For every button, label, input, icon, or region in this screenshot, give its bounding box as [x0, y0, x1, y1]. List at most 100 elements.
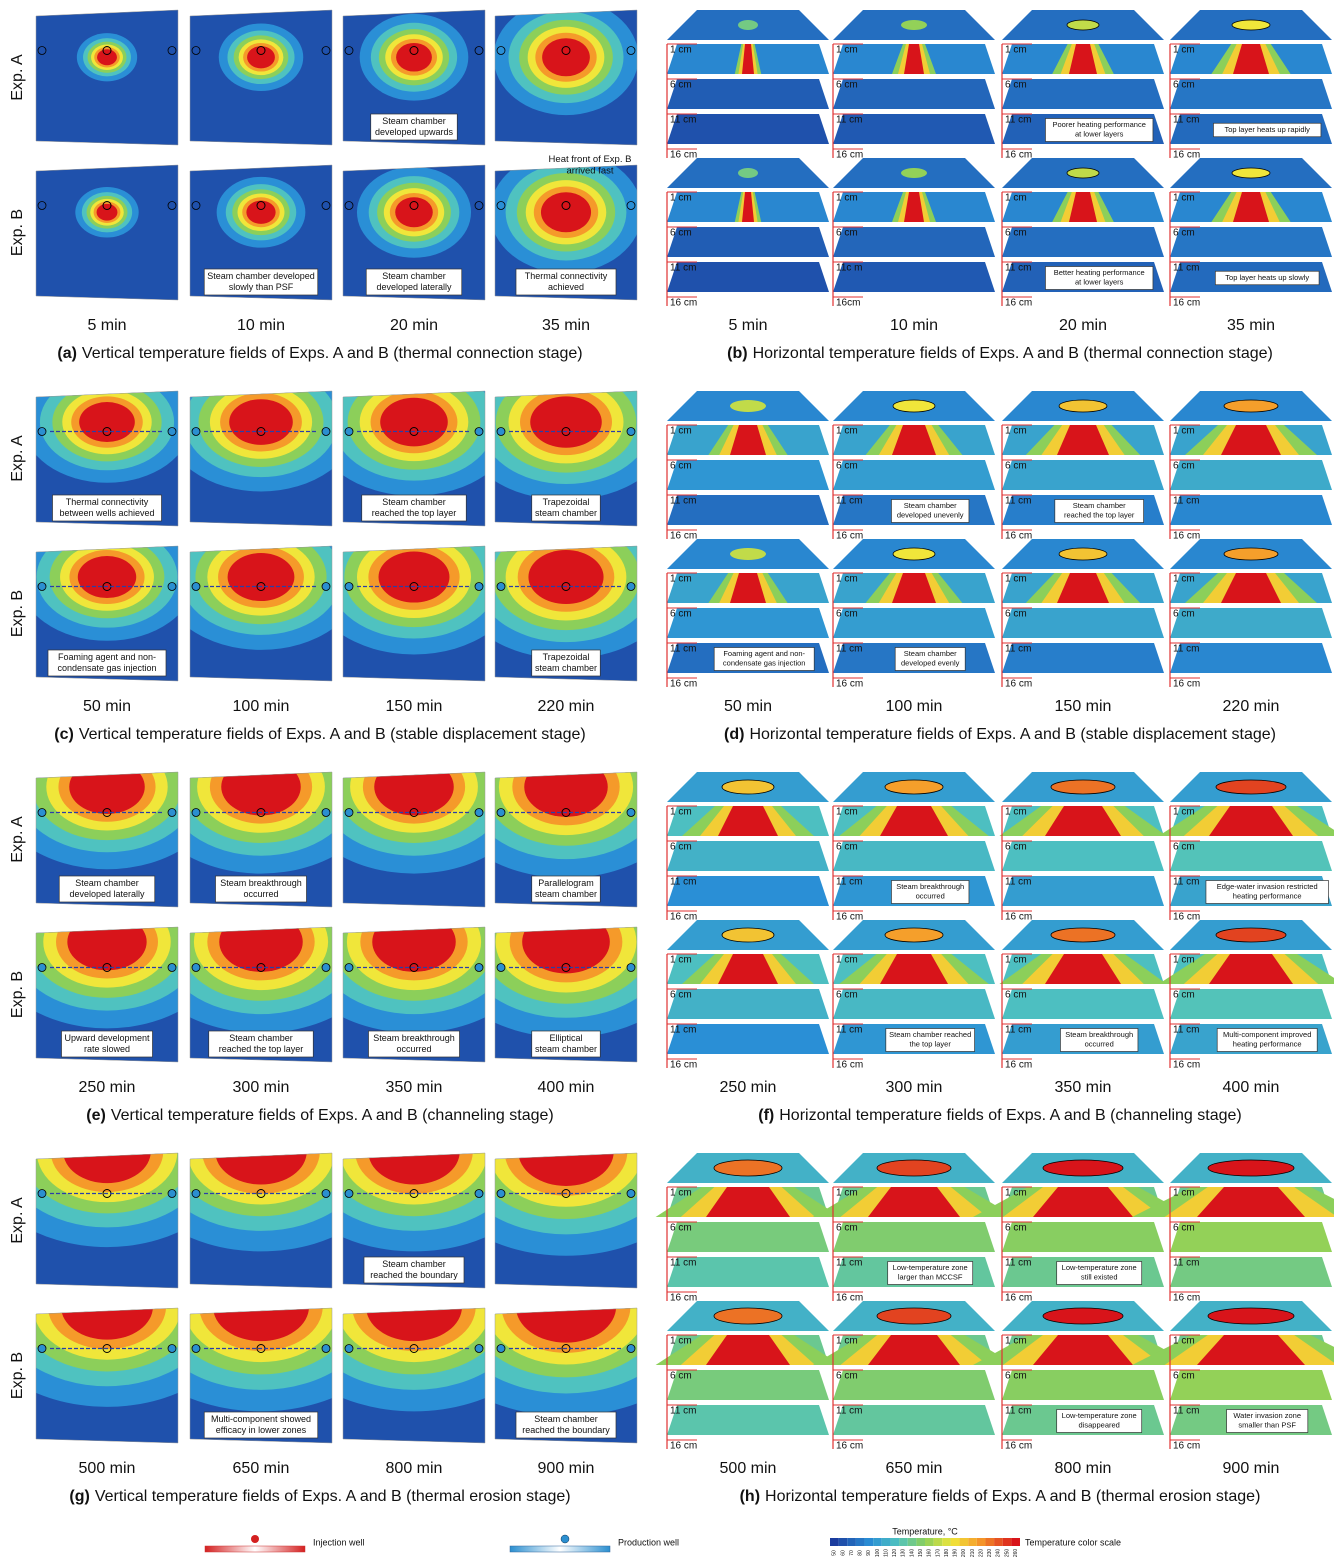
production-well [497, 809, 505, 817]
note-text: steam chamber [535, 663, 597, 673]
time-label: 800 min [1055, 1460, 1112, 1477]
note-text: Multi-component improved [1223, 1030, 1311, 1039]
depth-label: 11 cm [1173, 1025, 1200, 1036]
note-text: between wells achieved [59, 508, 154, 518]
production-well [475, 1345, 483, 1353]
figure: Exp. ASteam chamberdeveloped upwardsExp.… [0, 0, 1334, 1559]
time-label: 300 min [233, 1079, 290, 1096]
note-text: Steam chamber reached [889, 1030, 971, 1039]
note-text: efficacy in lower zones [216, 1425, 307, 1435]
isotherm [215, 1119, 306, 1185]
time-label: 100 min [233, 698, 290, 715]
depth-label: 6 cm [1173, 842, 1195, 853]
production-well [627, 428, 635, 436]
depth-label: 11 cm [836, 877, 863, 888]
depth-label: 6 cm [1005, 461, 1027, 472]
scale-title: Temperature, °C [892, 1526, 958, 1536]
depth-label: 11 cm [1173, 1406, 1200, 1417]
note-text: Steam breakthrough [1065, 1030, 1133, 1039]
depth-label: 1 cm [1005, 574, 1027, 585]
depth-label: 1 cm [1173, 1336, 1195, 1347]
top-spot [1224, 400, 1278, 412]
depth-label: 6 cm [1005, 1371, 1027, 1382]
caption: (c)Vertical temperature fields of Exps. … [54, 726, 586, 743]
top-spot [1216, 928, 1286, 942]
color-swatch [890, 1538, 899, 1546]
color-swatch [1003, 1538, 1012, 1546]
temperature-field [190, 10, 332, 145]
top-spot [1232, 20, 1270, 30]
isotherm [97, 204, 118, 221]
scale-tick-label: 240 [996, 1549, 1002, 1558]
note-text: larger than MCCSF [898, 1273, 963, 1282]
color-swatch [942, 1538, 951, 1546]
depth-label: 6 cm [836, 80, 858, 91]
top-spot [738, 168, 758, 178]
time-label: 220 min [1223, 698, 1280, 715]
injection-symbol [205, 1546, 305, 1552]
time-label: 350 min [1055, 1079, 1112, 1096]
scale-tick-label: 230 [987, 1549, 993, 1558]
top-spot [1216, 780, 1286, 794]
depth-label: 1 cm [1005, 955, 1027, 966]
depth-label: 1 cm [670, 1188, 692, 1199]
caption-text: Horizontal temperature fields of Exps. A… [749, 726, 1276, 743]
top-spot [714, 1308, 782, 1324]
note-text: Steam chamber [904, 649, 957, 658]
time-label: 35 min [1227, 317, 1275, 334]
caption-text: Vertical temperature fields of Exps. A a… [82, 345, 583, 362]
isotherm [69, 760, 145, 814]
depth-label: 11 cm [670, 1025, 697, 1036]
row-label: Exp. B [9, 971, 26, 1018]
depth-label: 11 cm [1005, 877, 1032, 888]
note-text: Upward development [64, 1033, 150, 1043]
note-text: Trapezoidal [543, 652, 590, 662]
legend-label: Temperature color scale [1025, 1537, 1121, 1547]
production-well [627, 964, 635, 972]
production-well [168, 1190, 176, 1198]
note-text: steam chamber [535, 508, 597, 518]
production-well [38, 428, 46, 436]
production-well [475, 809, 483, 817]
caption-text: Vertical temperature fields of Exps. A a… [95, 1488, 571, 1505]
note-text: Steam chamber [75, 878, 139, 888]
depth-label: 6 cm [670, 990, 692, 1001]
production-well [627, 809, 635, 817]
note-text: Thermal connectivity [525, 271, 608, 281]
note-text: at lower layers [1075, 130, 1124, 139]
time-label: 220 min [538, 698, 595, 715]
isotherm [524, 757, 607, 817]
depth-label: 6 cm [1173, 1371, 1195, 1382]
depth-label: 16 cm [1173, 531, 1200, 542]
note-text: the top layer [910, 1040, 952, 1049]
depth-label: 16 cm [670, 679, 697, 690]
depth-label: 16 cm [836, 912, 863, 923]
depth-label: 6 cm [670, 461, 692, 472]
note-text: Heat front of Exp. B [549, 154, 632, 165]
scale-tick-label: 130 [901, 1549, 907, 1558]
depth-label: 11 cm [836, 1025, 863, 1036]
production-well [345, 809, 353, 817]
scale-tick-label: 120 [892, 1549, 898, 1558]
caption: (a)Vertical temperature fields of Exps. … [57, 345, 582, 362]
isotherm [219, 912, 302, 972]
time-label: 650 min [886, 1460, 943, 1477]
note-text: Elliptical [549, 1033, 582, 1043]
time-label: 50 min [724, 698, 772, 715]
time-label: 10 min [890, 317, 938, 334]
production-well [497, 428, 505, 436]
depth-label: 6 cm [836, 461, 858, 472]
top-spot [1067, 168, 1099, 178]
color-swatch [865, 1538, 874, 1546]
depth-label: 6 cm [1173, 461, 1195, 472]
color-swatch [908, 1538, 917, 1546]
note-text: Parallelogram [538, 878, 594, 888]
caption-text: Vertical temperature fields of Exps. A a… [79, 726, 586, 743]
scale-tick-label: 160 [927, 1549, 933, 1558]
top-spot [1224, 548, 1278, 560]
depth-label: 11 cm [1005, 115, 1032, 126]
production-well [345, 1190, 353, 1198]
note-text: developed evenly [901, 659, 960, 668]
top-spot [730, 548, 766, 560]
color-swatch [951, 1538, 960, 1546]
